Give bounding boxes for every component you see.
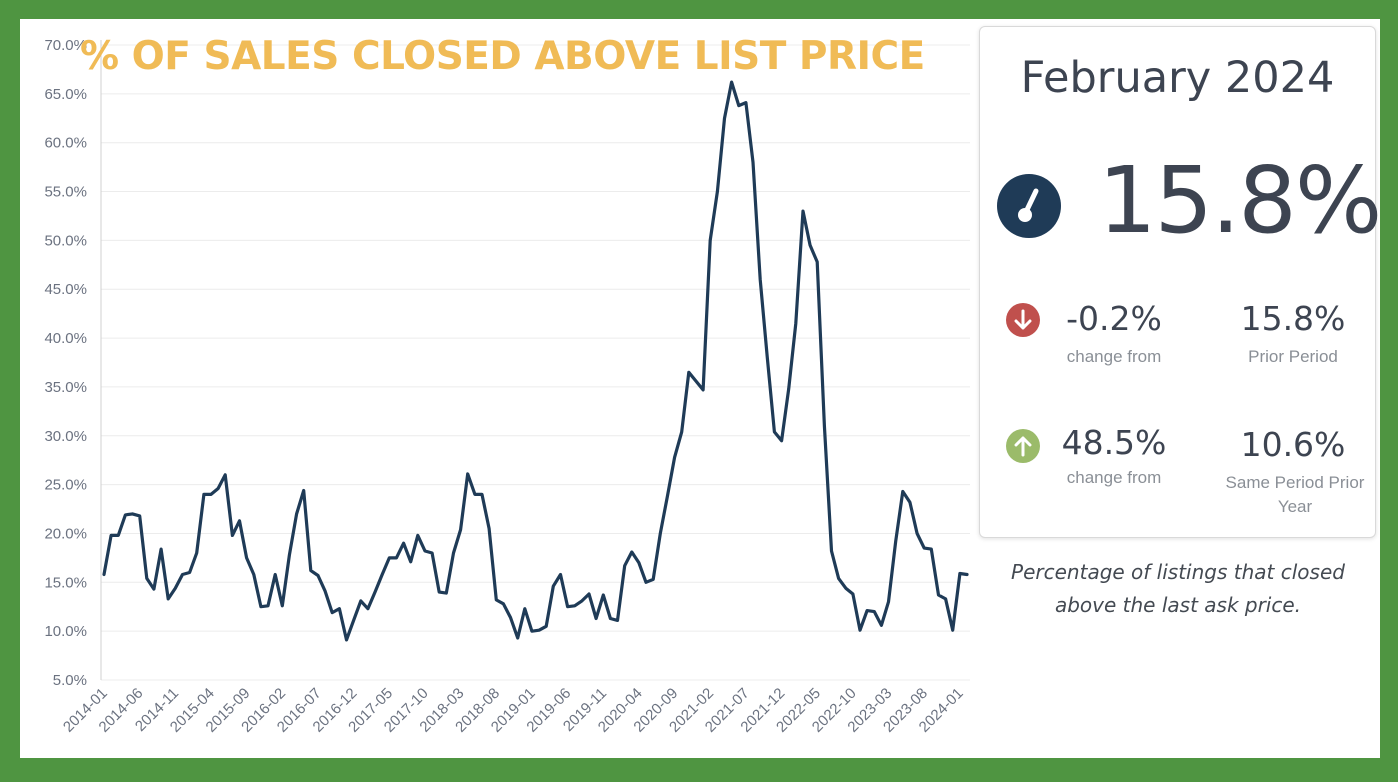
x-axis: 2014-012014-062014-112015-042015-092016-…: [60, 685, 967, 736]
y-tick-label: 55.0%: [44, 184, 87, 201]
prior-period-label: Prior Period: [1248, 347, 1338, 366]
y-tick-label: 50.0%: [44, 232, 87, 249]
speedometer-icon: [997, 174, 1061, 238]
prior-year-label: Same Period Prior Year: [1225, 473, 1365, 516]
arrow-up-icon: [1006, 429, 1040, 463]
y-tick-label: 10.0%: [44, 623, 87, 640]
period-label: February 2024: [1020, 53, 1335, 103]
y-tick-label: 25.0%: [44, 477, 87, 494]
y-tick-label: 60.0%: [44, 135, 87, 152]
y-tick-label: 20.0%: [44, 525, 87, 542]
line-chart: 5.0% 10.0% 15.0% 20.0% 25.0% 30.0% 35.0% 40.0% 4…: [44, 37, 970, 736]
main-value: 15.8%: [1098, 147, 1382, 254]
prior-year-change-label: change from: [1066, 468, 1162, 487]
series: [102, 80, 969, 642]
prior-period-value: 15.8%: [1240, 299, 1346, 338]
arrow-down-icon: [1006, 303, 1040, 337]
y-tick-label: 30.0%: [44, 428, 87, 445]
y-tick-label: 70.0%: [44, 37, 87, 54]
y-axis: 5.0% 10.0% 15.0% 20.0% 25.0% 30.0% 35.0% 40.0% 4…: [44, 37, 102, 689]
chart-title: % OF SALES CLOSED ABOVE LIST PRICE: [80, 34, 925, 79]
prior-period-change: -0.2%: [1066, 299, 1162, 338]
y-tick-label: 15.0%: [44, 574, 87, 591]
chart-caption: Percentage of listings that closed above…: [1011, 560, 1345, 617]
y-tick-label: 5.0%: [53, 672, 87, 689]
y-tick-label: 35.0%: [44, 379, 87, 396]
y-tick-label: 40.0%: [44, 330, 87, 347]
grid-lines: [101, 44, 970, 681]
prior-year-change: 48.5%: [1061, 423, 1167, 462]
series-line: [102, 80, 969, 642]
y-tick-label: 65.0%: [44, 86, 87, 103]
y-tick-label: 45.0%: [44, 281, 87, 298]
summary-card: February 2024 15.8% -0.2% change from 15…: [979, 26, 1382, 538]
prior-period-change-label: change from: [1066, 347, 1162, 366]
prior-year-value: 10.6%: [1240, 425, 1346, 464]
